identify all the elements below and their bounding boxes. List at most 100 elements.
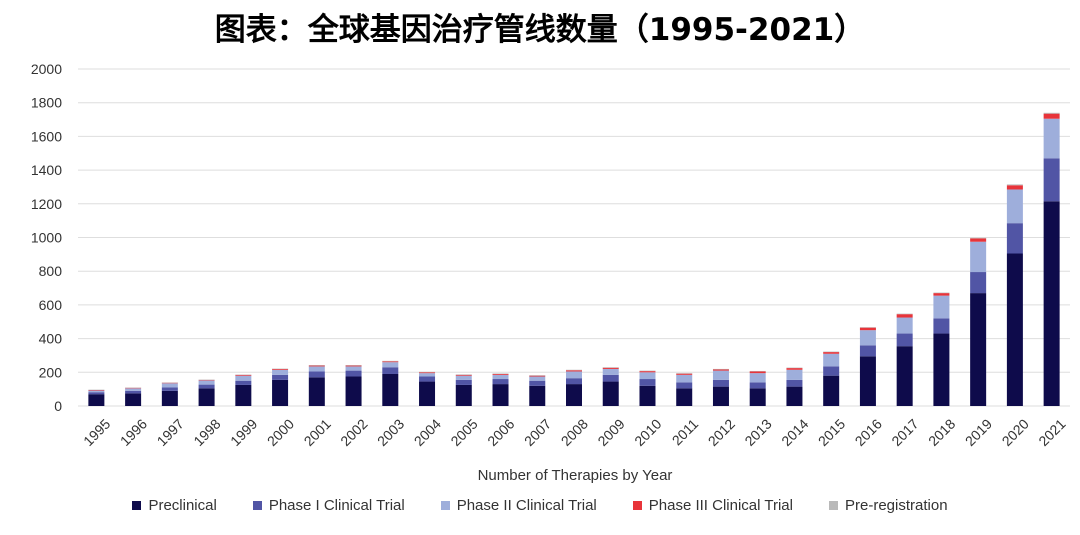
bar-segment-phase-iii-clinical-trial-2009	[602, 367, 619, 369]
bar-segment-pre-registration-2016	[859, 327, 876, 328]
bar-segment-phase-i-clinical-trial-2016	[859, 345, 876, 357]
bar-segment-phase-ii-clinical-trial-1998	[198, 380, 215, 385]
bar-segment-phase-i-clinical-trial-2020	[1006, 223, 1023, 254]
bar-segment-phase-iii-clinical-trial-1999	[235, 374, 252, 376]
bar-segment-pre-registration-2006	[492, 373, 509, 374]
bar-segment-phase-ii-clinical-trial-2003	[382, 362, 399, 368]
bar-segment-phase-i-clinical-trial-2018	[933, 318, 950, 334]
y-tick-label: 1200	[31, 196, 62, 212]
bar-segment-phase-i-clinical-trial-2000	[272, 374, 289, 380]
x-tick-label: 2013	[741, 416, 774, 449]
bar-segment-pre-registration-2018	[933, 292, 950, 294]
bar-segment-phase-ii-clinical-trial-2011	[676, 374, 693, 383]
bar-segment-preclinical-2005	[455, 384, 472, 406]
x-tick-label: 1998	[190, 416, 223, 449]
bar-segment-phase-ii-clinical-trial-2007	[529, 376, 546, 381]
bar-segment-preclinical-2009	[602, 381, 619, 406]
bar-segment-phase-iii-clinical-trial-2014	[786, 368, 803, 370]
bar-segment-phase-iii-clinical-trial-2005	[455, 374, 472, 376]
bar-segment-phase-i-clinical-trial-1999	[235, 380, 252, 385]
y-tick-label: 1600	[31, 128, 62, 144]
legend: Preclinical Phase I Clinical Trial Phase I…	[0, 497, 1080, 514]
bar-segment-phase-i-clinical-trial-2012	[712, 379, 729, 387]
bar-segment-phase-ii-clinical-trial-2012	[712, 370, 729, 380]
bar-segment-phase-i-clinical-trial-1998	[198, 384, 215, 389]
bar-segment-preclinical-2011	[676, 388, 693, 406]
bar-segment-pre-registration-2013	[749, 370, 766, 372]
bar-segment-phase-iii-clinical-trial-2016	[859, 327, 876, 331]
x-tick-label: 2008	[558, 416, 591, 449]
bar-segment-phase-ii-clinical-trial-1995	[88, 390, 105, 393]
bar-segment-phase-i-clinical-trial-2005	[455, 379, 472, 385]
x-tick-label: 2016	[852, 416, 885, 449]
bar-segment-preclinical-2007	[529, 385, 546, 406]
legend-item: Phase III Clinical Trial	[632, 497, 793, 514]
bar-segment-phase-i-clinical-trial-1997	[161, 387, 178, 391]
legend-label: Phase II Clinical Trial	[456, 497, 597, 514]
bar-segment-phase-i-clinical-trial-2003	[382, 367, 399, 374]
x-tick-label: 1995	[80, 416, 113, 449]
bar-segment-phase-ii-clinical-trial-2001	[308, 366, 325, 372]
bar-segment-phase-i-clinical-trial-2007	[529, 380, 546, 386]
bar-segment-pre-registration-2001	[308, 365, 325, 366]
bar-segment-phase-ii-clinical-trial-2009	[602, 368, 619, 375]
x-tick-label: 2021	[1035, 416, 1068, 449]
bar-segment-phase-ii-clinical-trial-2010	[639, 372, 656, 380]
bar-segment-preclinical-2012	[712, 386, 729, 406]
bar-segment-phase-ii-clinical-trial-1999	[235, 375, 252, 381]
bar-segment-phase-iii-clinical-trial-2006	[492, 373, 509, 375]
bar-segment-pre-registration-2012	[712, 368, 729, 370]
bar-segment-preclinical-2006	[492, 384, 509, 406]
bar-segment-pre-registration-2007	[529, 375, 546, 376]
bar-segment-phase-ii-clinical-trial-2021	[1043, 118, 1060, 159]
y-tick-label: 2000	[31, 61, 62, 77]
bar-segment-pre-registration-2003	[382, 360, 399, 362]
bar-segment-phase-i-clinical-trial-2009	[602, 374, 619, 382]
x-tick-label: 2011	[669, 416, 702, 449]
bar-segment-pre-registration-2021	[1043, 112, 1060, 114]
bars	[88, 112, 1060, 406]
bar-segment-phase-ii-clinical-trial-2005	[455, 375, 472, 380]
bar-segment-phase-i-clinical-trial-2001	[308, 371, 325, 378]
stacked-bar-chart: 0 200 400 600 800 1000 1200 1400 1600 1800 2000 19…	[31, 61, 1070, 484]
bar-segment-preclinical-2002	[345, 376, 362, 406]
legend-swatch	[132, 501, 142, 510]
bar-segment-pre-registration-2019	[970, 237, 987, 239]
bar-segment-preclinical-2021	[1043, 201, 1060, 406]
legend-swatch	[632, 501, 642, 510]
bar-segment-pre-registration-2011	[676, 373, 693, 374]
bar-segment-phase-iii-clinical-trial-2018	[933, 293, 950, 296]
x-tick-label: 2002	[337, 416, 370, 449]
x-tick-label: 2012	[705, 416, 738, 449]
bar-segment-phase-iii-clinical-trial-2021	[1043, 113, 1060, 119]
bar-segment-phase-iii-clinical-trial-2001	[308, 365, 325, 367]
legend-item: Phase I Clinical Trial	[252, 497, 405, 514]
bar-segment-preclinical-1996	[125, 393, 142, 406]
bar-segment-pre-registration-2002	[345, 365, 362, 366]
x-axis-label: Number of Therapies by Year	[478, 467, 673, 484]
bar-segment-preclinical-1995	[88, 394, 105, 406]
bar-segment-phase-ii-clinical-trial-2006	[492, 374, 509, 380]
x-tick-label: 2006	[484, 416, 517, 449]
bar-segment-preclinical-2004	[419, 381, 436, 406]
bar-segment-phase-ii-clinical-trial-2008	[566, 371, 582, 379]
bar-segment-phase-iii-clinical-trial-2008	[566, 370, 582, 372]
bar-segment-preclinical-2013	[749, 388, 766, 406]
y-tick-label: 0	[54, 398, 62, 414]
x-tick-label: 2000	[264, 416, 297, 449]
bar-segment-phase-i-clinical-trial-2014	[786, 379, 803, 387]
y-tick-label: 800	[39, 263, 63, 279]
bar-segment-preclinical-2014	[786, 386, 803, 406]
bar-segment-pre-registration-2017	[896, 313, 913, 315]
bar-segment-phase-iii-clinical-trial-2019	[970, 238, 987, 242]
bar-segment-phase-iii-clinical-trial-2002	[345, 365, 362, 367]
bar-segment-preclinical-2000	[272, 379, 289, 406]
legend-label: Preclinical	[148, 497, 217, 514]
bar-segment-phase-ii-clinical-trial-2020	[1006, 189, 1023, 224]
x-tick-label: 2004	[411, 416, 444, 449]
bar-segment-phase-ii-clinical-trial-2002	[345, 366, 362, 371]
legend-label: Phase I Clinical Trial	[268, 497, 405, 514]
x-tick-label: 1996	[117, 416, 150, 449]
x-tick-label: 2020	[999, 416, 1032, 449]
bar-segment-phase-i-clinical-trial-2002	[345, 370, 362, 377]
